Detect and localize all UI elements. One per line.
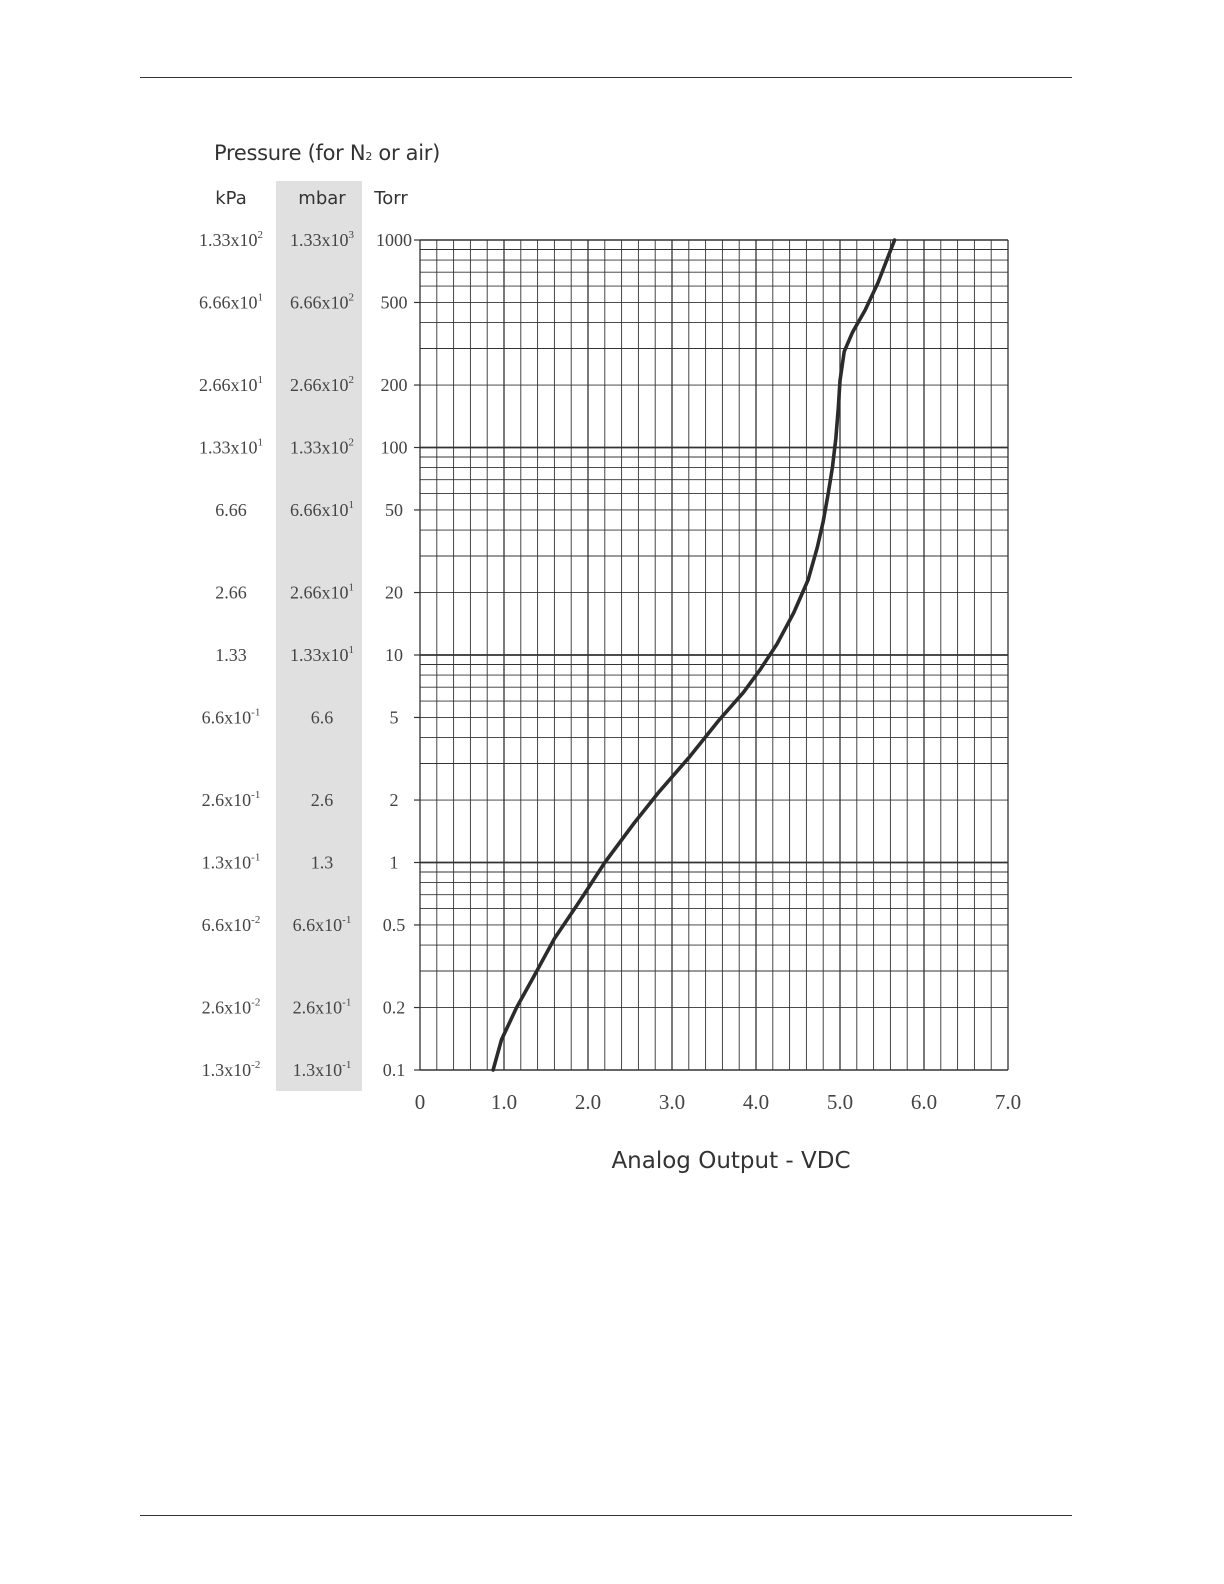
y-tick-label-torr: 50 bbox=[385, 500, 403, 520]
column-header-kpa: kPa bbox=[215, 188, 247, 209]
y-tick-label-kpa: 1.3x10-2 bbox=[202, 1059, 261, 1080]
y-tick-label-torr: 20 bbox=[385, 583, 403, 603]
chart-title: Pressure (for N2 or air) bbox=[214, 141, 440, 165]
y-tick-label-mbar: 1.3x10-1 bbox=[293, 1059, 352, 1080]
y-tick-label-torr: 100 bbox=[381, 438, 408, 458]
y-tick-label-mbar: 2.66x102 bbox=[290, 374, 354, 395]
x-tick-label: 4.0 bbox=[743, 1090, 769, 1114]
y-tick-label-kpa: 2.66x101 bbox=[199, 374, 263, 395]
y-tick-label-kpa: 2.66 bbox=[215, 583, 247, 603]
y-tick-label-torr: 200 bbox=[381, 375, 408, 395]
x-tick-label: 0 bbox=[415, 1090, 426, 1114]
x-tick-label: 2.0 bbox=[575, 1090, 601, 1114]
mbar-column-shading bbox=[276, 181, 362, 1091]
y-tick-label-kpa: 6.6x10-2 bbox=[202, 914, 261, 935]
y-tick-label-mbar: 1.33x103 bbox=[290, 229, 355, 250]
y-tick-label-mbar: 1.33x101 bbox=[290, 644, 354, 665]
y-tick-label-torr: 1000 bbox=[376, 230, 412, 250]
y-tick-label-mbar: 1.33x102 bbox=[290, 437, 354, 458]
y-tick-label-mbar: 2.6 bbox=[311, 790, 334, 810]
header-rule bbox=[140, 77, 1072, 78]
y-tick-label-kpa: 2.6x10-2 bbox=[202, 997, 261, 1018]
y-tick-label-torr: 500 bbox=[381, 292, 408, 312]
x-tick-label: 6.0 bbox=[911, 1090, 937, 1114]
column-header-torr: Torr bbox=[373, 188, 408, 209]
y-tick-label-torr: 1 bbox=[390, 853, 399, 873]
x-tick-label: 1.0 bbox=[491, 1090, 517, 1114]
y-tick-label-kpa: 6.6x10-1 bbox=[202, 706, 261, 727]
y-tick-label-torr: 0.5 bbox=[383, 915, 406, 935]
y-tick-label-mbar: 6.66x101 bbox=[290, 499, 354, 520]
y-tick-label-mbar: 6.6x10-1 bbox=[293, 914, 352, 935]
y-tick-label-torr: 5 bbox=[390, 707, 399, 727]
y-tick-label-torr: 2 bbox=[390, 790, 399, 810]
column-header-mbar: mbar bbox=[298, 188, 346, 209]
y-tick-label-mbar: 6.6 bbox=[311, 707, 334, 727]
y-tick-label-torr: 0.2 bbox=[383, 998, 406, 1018]
y-tick-label-kpa: 2.6x10-1 bbox=[202, 789, 261, 810]
footer-rule bbox=[140, 1515, 1072, 1516]
y-tick-label-kpa: 1.33x102 bbox=[199, 229, 263, 250]
x-tick-label: 5.0 bbox=[827, 1090, 853, 1114]
y-tick-label-kpa: 1.33 bbox=[215, 645, 247, 665]
y-tick-label-torr: 10 bbox=[385, 645, 403, 665]
y-tick-label-kpa: 6.66 bbox=[215, 500, 247, 520]
pressure-curve bbox=[491, 238, 897, 1072]
y-tick-label-mbar: 1.3 bbox=[311, 853, 334, 873]
y-tick-label-kpa: 6.66x101 bbox=[199, 291, 263, 312]
y-tick-label-mbar: 6.66x102 bbox=[290, 291, 354, 312]
y-tick-label-kpa: 1.33x101 bbox=[199, 437, 263, 458]
y-tick-label-mbar: 2.6x10-1 bbox=[293, 997, 352, 1018]
x-tick-label: 3.0 bbox=[659, 1090, 685, 1114]
x-axis-label: Analog Output - VDC bbox=[611, 1148, 850, 1174]
y-tick-label-kpa: 1.3x10-1 bbox=[202, 852, 261, 873]
y-tick-label-mbar: 2.66x101 bbox=[290, 582, 354, 603]
y-tick-label-torr: 0.1 bbox=[383, 1060, 406, 1080]
x-tick-label: 7.0 bbox=[995, 1090, 1021, 1114]
